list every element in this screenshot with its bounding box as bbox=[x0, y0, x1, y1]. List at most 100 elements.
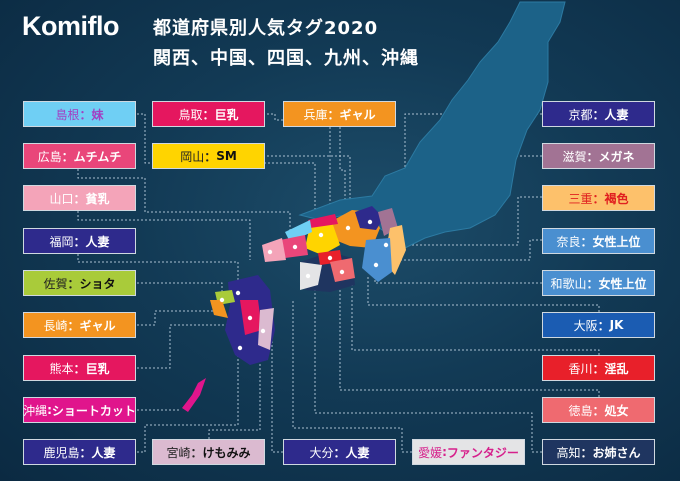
prefecture-name: 長崎 bbox=[43, 318, 68, 333]
prefecture-tag-label: 鹿児島：人妻 bbox=[23, 439, 136, 465]
separator: ： bbox=[592, 403, 605, 418]
prefecture-name: 兵庫 bbox=[303, 107, 328, 122]
tottori-okayama-region bbox=[305, 222, 340, 255]
yamaguchi-region bbox=[262, 238, 286, 262]
prefecture-name: 鹿児島 bbox=[43, 445, 80, 460]
popular-tag: 褐色 bbox=[604, 191, 629, 206]
separator: ： bbox=[580, 234, 593, 249]
prefecture-tag-label: 岡山： SM bbox=[152, 143, 265, 169]
okinawa-island bbox=[182, 378, 206, 412]
prefecture-name: 愛媛 bbox=[418, 445, 443, 460]
page-title: 都道府県別人気タグ2020 bbox=[153, 18, 379, 39]
popular-tag: 人妻 bbox=[345, 445, 370, 460]
popular-tag: ファンタジー bbox=[446, 445, 519, 460]
popular-tag: ムチムチ bbox=[73, 149, 122, 164]
popular-tag: 人妻 bbox=[604, 107, 629, 122]
prefecture-name: 宮崎 bbox=[166, 445, 191, 460]
prefecture-tag-label: 三重：褐色 bbox=[542, 185, 655, 211]
separator: ： bbox=[586, 276, 599, 291]
separator: ： bbox=[592, 361, 605, 376]
prefecture-name: 奈良 bbox=[556, 234, 581, 249]
popular-tag: ショタ bbox=[79, 276, 116, 291]
separator: ： bbox=[73, 191, 86, 206]
separator: ： bbox=[73, 234, 86, 249]
popular-tag: 処女 bbox=[604, 403, 629, 418]
prefecture-name: 岡山 bbox=[180, 149, 205, 164]
prefecture-name: 滋賀 bbox=[562, 149, 587, 164]
prefecture-tag-label: 京都：人妻 bbox=[542, 101, 655, 127]
connector-lines bbox=[77, 113, 600, 453]
separator: ： bbox=[202, 107, 215, 122]
kyoto-region bbox=[355, 206, 384, 230]
prefecture-tag-label: 奈良：女性上位 bbox=[542, 228, 655, 254]
popular-tag: 巨乳 bbox=[85, 361, 110, 376]
popular-tag: 巨乳 bbox=[214, 107, 239, 122]
popular-tag: メガネ bbox=[598, 149, 635, 164]
separator: ： bbox=[592, 107, 605, 122]
prefecture-tag-label: 大阪： JK bbox=[542, 312, 655, 338]
popular-tag: 貧乳 bbox=[85, 191, 110, 206]
prefecture-tag-label: 熊本：巨乳 bbox=[23, 355, 136, 381]
prefecture-name: 京都 bbox=[568, 107, 593, 122]
separator: ： bbox=[190, 445, 203, 460]
popular-tag: SM bbox=[216, 149, 237, 163]
popular-tag: 妹 bbox=[91, 107, 104, 122]
prefecture-name: 徳島 bbox=[568, 403, 593, 418]
prefecture-tag-label: 長崎：ギャル bbox=[23, 312, 136, 338]
prefecture-tag-label: 福岡：人妻 bbox=[23, 228, 136, 254]
separator: ： bbox=[592, 191, 605, 206]
prefecture-tag-label: 広島：ムチムチ bbox=[23, 143, 136, 169]
popular-tag: ショートカット bbox=[51, 403, 136, 418]
prefecture-tag-label: 島根：妹 bbox=[23, 101, 136, 127]
popular-tag: 女性上位 bbox=[592, 234, 641, 249]
separator: ： bbox=[597, 318, 610, 333]
komiflo-logo: Komiflo bbox=[22, 11, 120, 41]
prefecture-name: 佐賀 bbox=[43, 276, 68, 291]
popular-tag: 女性上位 bbox=[598, 276, 647, 291]
prefecture-name: 和歌山 bbox=[550, 276, 587, 291]
popular-tag: 人妻 bbox=[91, 445, 116, 460]
prefecture-tag-label: 和歌山：女性上位 bbox=[542, 270, 655, 296]
separator: ： bbox=[67, 318, 80, 333]
prefecture-name: 大分 bbox=[309, 445, 334, 460]
nara-wakayama-region bbox=[362, 238, 392, 282]
prefecture-tag-label: 兵庫：ギャル bbox=[283, 101, 396, 127]
prefecture-name: 三重 bbox=[568, 191, 593, 206]
prefecture-name: 熊本 bbox=[49, 361, 74, 376]
prefecture-tag-label: 高知：お姉さん bbox=[542, 439, 655, 465]
popular-tag: ギャル bbox=[339, 107, 376, 122]
separator: ： bbox=[333, 445, 346, 460]
prefecture-tag-label: 山口：貧乳 bbox=[23, 185, 136, 211]
prefecture-name: 大阪 bbox=[573, 318, 598, 333]
popular-tag: お姉さん bbox=[592, 445, 641, 460]
tottori-region bbox=[308, 214, 338, 228]
prefecture-tag-label: 鳥取：巨乳 bbox=[152, 101, 265, 127]
prefecture-tag-label: 徳島：処女 bbox=[542, 397, 655, 423]
prefecture-tag-label: 大分：人妻 bbox=[283, 439, 396, 465]
page-subtitle: 関西、中国、四国、九州、沖縄 bbox=[153, 48, 419, 69]
popular-tag: ギャル bbox=[79, 318, 116, 333]
city-markers bbox=[219, 219, 389, 351]
prefecture-name: 鳥取 bbox=[178, 107, 203, 122]
separator: ： bbox=[204, 149, 217, 164]
prefecture-name: 福岡 bbox=[49, 234, 74, 249]
prefecture-name: 高知 bbox=[556, 445, 581, 460]
separator: ： bbox=[327, 107, 340, 122]
prefecture-name: 島根 bbox=[55, 107, 80, 122]
nagasaki-region bbox=[210, 300, 228, 318]
miyazaki-region bbox=[258, 308, 274, 350]
separator: ： bbox=[79, 107, 92, 122]
prefecture-tag-label: 滋賀：メガネ bbox=[542, 143, 655, 169]
prefecture-tag-label: 香川：淫乱 bbox=[542, 355, 655, 381]
popular-tag: JK bbox=[609, 318, 624, 332]
separator: : bbox=[442, 445, 447, 459]
popular-tag: けもみみ bbox=[202, 445, 251, 460]
prefecture-tag-label: 宮崎：けもみみ bbox=[152, 439, 265, 465]
prefecture-name: 香川 bbox=[568, 361, 593, 376]
separator: ： bbox=[67, 276, 80, 291]
separator: ： bbox=[61, 149, 74, 164]
separator: : bbox=[47, 403, 52, 417]
prefecture-tag-label: 沖縄: ショートカット bbox=[23, 397, 136, 423]
separator: ： bbox=[79, 445, 92, 460]
